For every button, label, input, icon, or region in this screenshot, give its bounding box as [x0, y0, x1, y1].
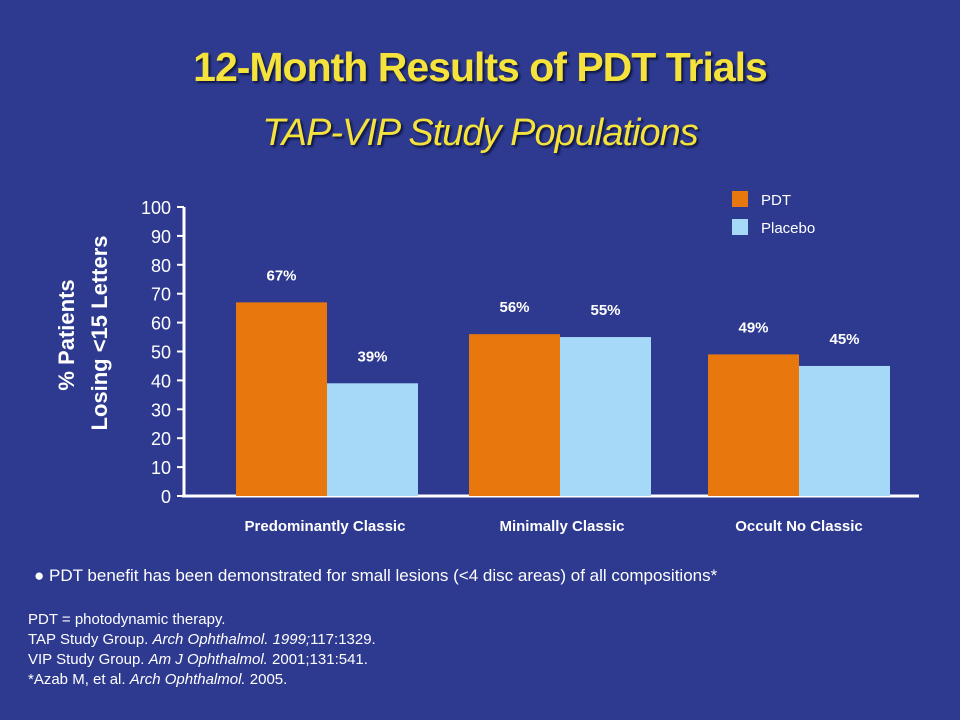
slide-title: 12-Month Results of PDT Trials: [193, 44, 768, 90]
data-label: 56%: [499, 299, 529, 316]
y-tick-label: 50: [151, 343, 171, 363]
data-label: 39%: [357, 348, 387, 365]
y-axis-title-line2: Losing <15 Letters: [87, 235, 112, 430]
reference-tap: TAP Study Group. Arch Ophthalmol. 1999;1…: [28, 631, 376, 648]
legend-swatch-placebo: [732, 219, 748, 235]
bar-pdt-3: [708, 354, 799, 496]
y-tick-label: 40: [151, 371, 171, 391]
bar-placebo-2: [560, 337, 651, 496]
legend-label-pdt: PDT: [761, 192, 791, 209]
category-label: Predominantly Classic: [245, 518, 406, 535]
references: PDT = photodynamic therapy. TAP Study Gr…: [28, 610, 376, 690]
bullet-dot-icon: ●: [34, 566, 45, 585]
legend-label-placebo: Placebo: [761, 220, 815, 237]
y-tick-label: 60: [151, 314, 171, 334]
bullet-text: PDT benefit has been demonstrated for sm…: [49, 566, 718, 585]
reference-vip: VIP Study Group. Am J Ophthalmol. 2001;1…: [28, 651, 368, 668]
bar-placebo-1: [327, 383, 418, 496]
y-tick-label: 80: [151, 256, 171, 276]
y-axis-title-line1: % Patients: [54, 279, 79, 390]
y-tick-label: 100: [141, 198, 171, 218]
y-tick-label: 10: [151, 458, 171, 478]
y-tick-label: 90: [151, 227, 171, 247]
y-tick-label: 0: [161, 487, 171, 507]
y-tick-label: 20: [151, 429, 171, 449]
data-label: 49%: [738, 319, 768, 336]
data-label: 45%: [829, 331, 859, 348]
slide-subtitle: TAP-VIP Study Populations: [262, 112, 698, 154]
bar-pdt-2: [469, 334, 560, 496]
data-label: 67%: [266, 267, 296, 284]
category-label: Occult No Classic: [735, 518, 863, 535]
reference-azab: *Azab M, et al. Arch Ophthalmol. 2005.: [28, 671, 288, 688]
category-label: Minimally Classic: [499, 518, 624, 535]
y-tick-label: 70: [151, 285, 171, 305]
bar-placebo-3: [799, 365, 890, 496]
data-label: 55%: [590, 302, 620, 319]
bar-pdt-1: [236, 302, 327, 496]
reference-abbreviation: PDT = photodynamic therapy.: [28, 611, 226, 628]
legend-swatch-pdt: [732, 191, 748, 207]
y-tick-label: 30: [151, 400, 171, 420]
benefit-bullet: ● PDT benefit has been demonstrated for …: [34, 566, 717, 586]
